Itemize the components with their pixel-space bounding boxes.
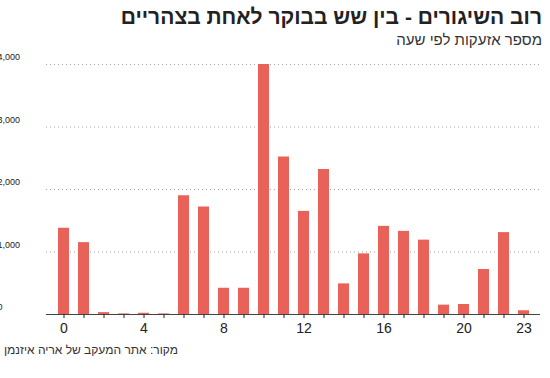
svg-text:16: 16 xyxy=(376,320,392,336)
html-text:מספר אזעקות לפי שעה: מספר אזעקות לפי שעה xyxy=(396,31,542,48)
svg-text:0: 0 xyxy=(0,302,3,312)
svg-text:2,000: 2,000 xyxy=(0,177,20,187)
svg-text:8: 8 xyxy=(220,320,228,336)
svg-text:0: 0 xyxy=(60,320,68,336)
svg-text:23: 23 xyxy=(516,320,532,336)
html-text:רוב השיגורים - בין שש בבוקר לא: רוב השיגורים - בין שש בבוקר לאחת בצהריים xyxy=(120,5,542,28)
svg-text:1,000: 1,000 xyxy=(0,240,20,250)
svg-text:4: 4 xyxy=(140,320,148,336)
svg-text:4,000: 4,000 xyxy=(0,52,20,62)
svg-text:3,000: 3,000 xyxy=(0,115,20,125)
html-text:מקור: אתר המעקב של אריה איזנמן: מקור: אתר המעקב של אריה איזנמן xyxy=(4,343,179,357)
svg-text:12: 12 xyxy=(296,320,312,336)
svg-text:20: 20 xyxy=(456,320,472,336)
